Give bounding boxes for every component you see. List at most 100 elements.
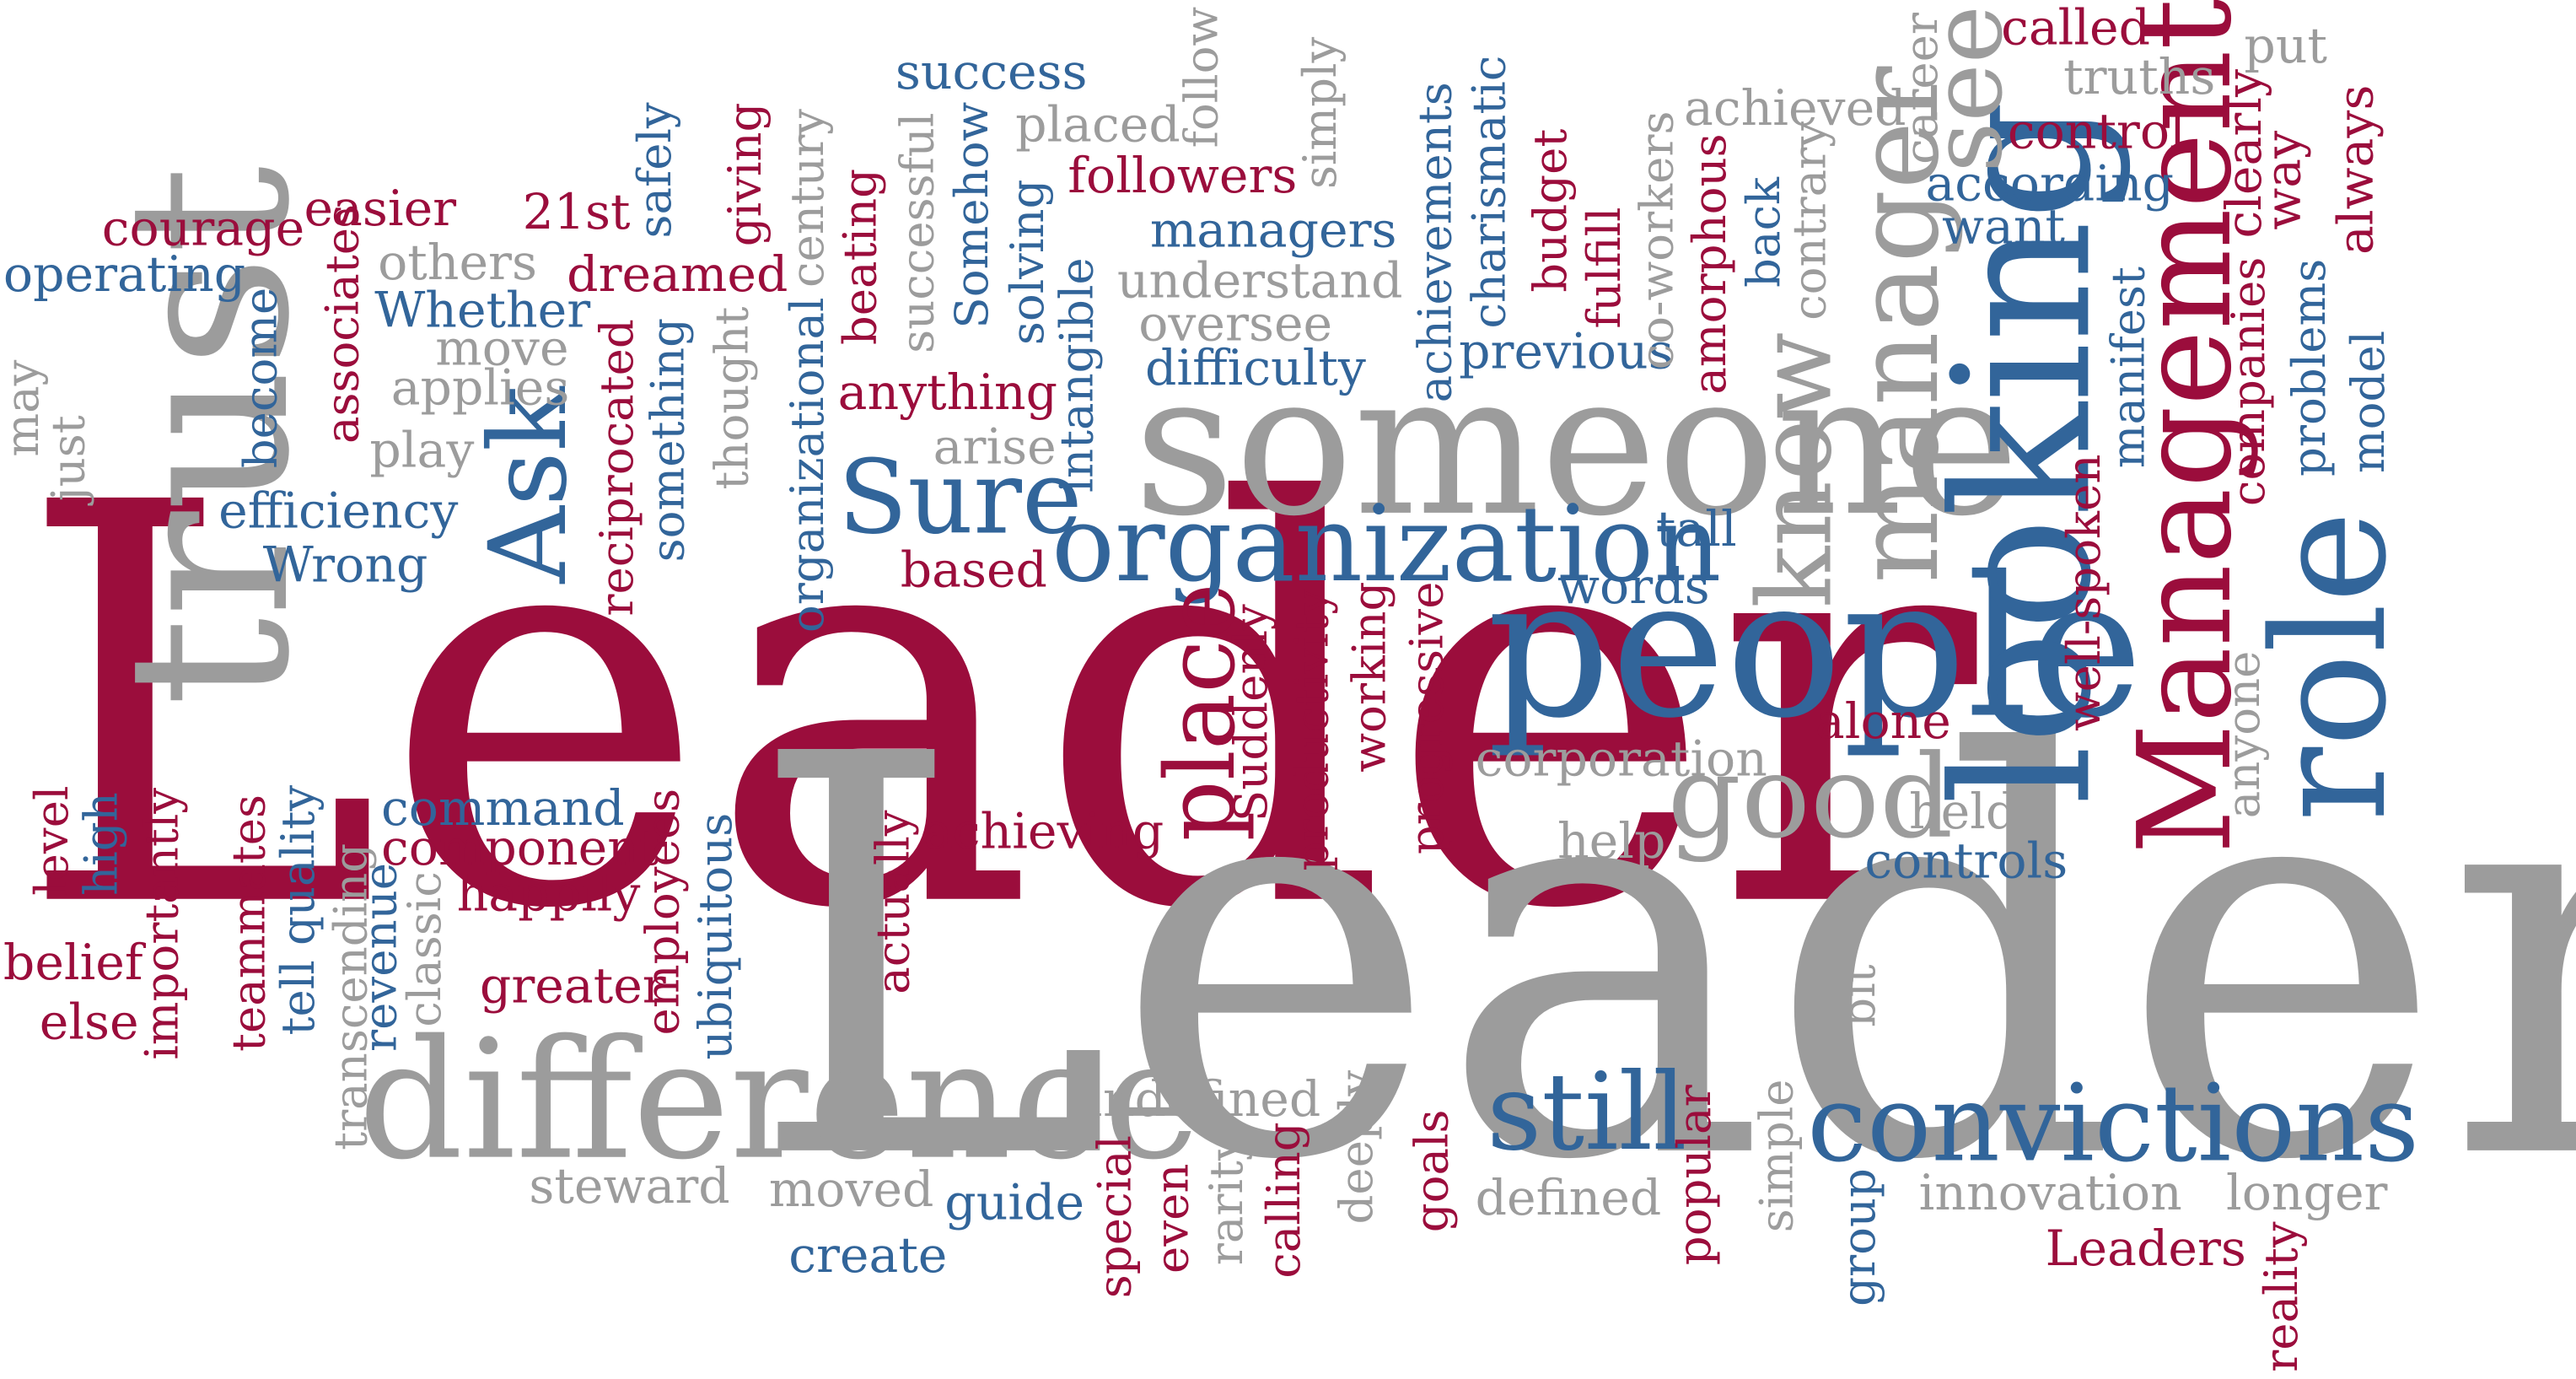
word-solving: solving — [1000, 179, 1055, 346]
word-anything: anything — [837, 364, 1058, 423]
word-successful: successful — [890, 112, 945, 353]
word-actually: actually — [865, 810, 921, 994]
word-called: called — [2001, 0, 2151, 58]
word-happily: happily — [456, 865, 641, 924]
word-amorphous: amorphous — [1682, 133, 1737, 395]
word-innovation: innovation — [1918, 1165, 2182, 1223]
word-success: success — [895, 44, 1088, 102]
word-thought: thought — [704, 306, 760, 490]
word-deeply: deeply — [1329, 1069, 1384, 1225]
word-progressive: progressive — [1399, 581, 1455, 855]
word-working: working — [1342, 581, 1397, 773]
word-steward: steward — [529, 1158, 730, 1216]
word-easier: easier — [304, 180, 457, 239]
word-truths: truths — [2063, 49, 2216, 107]
word-reciprocated: reciprocated — [589, 319, 644, 617]
word-rarity: rarity — [1199, 1134, 1254, 1266]
word-operating: operating — [3, 246, 246, 304]
word-popular: popular — [1667, 1085, 1722, 1266]
word-way: way — [2256, 130, 2314, 230]
word-else: else — [39, 994, 139, 1052]
word-achieving: achieving — [922, 803, 1164, 861]
word-corporation: corporation — [1475, 731, 1767, 789]
word-calling: calling — [1256, 1122, 1311, 1279]
word-somehow: Somehow — [944, 101, 999, 329]
word-reality: reality — [2254, 1221, 2309, 1372]
word-put: put — [2244, 18, 2328, 76]
word-teammates: teammates — [222, 794, 277, 1052]
word-level: level — [24, 785, 79, 896]
word-anyone: anyone — [2216, 650, 2271, 819]
word-know: know — [1734, 331, 1855, 608]
word-component: component — [381, 820, 659, 878]
word-even: even — [1144, 1163, 1200, 1274]
word-simply: simply — [1293, 36, 1347, 190]
word-intangible: intangible — [1049, 257, 1105, 493]
word-understand: understand — [1116, 253, 1403, 311]
word-based: based — [900, 541, 1047, 601]
word-bit: bit — [1831, 964, 1886, 1027]
word-charismatic: charismatic — [1462, 55, 1517, 329]
word-dreamed: dreamed — [567, 246, 788, 304]
word-play: play — [369, 422, 475, 480]
word-command: command — [381, 780, 625, 838]
word-sure: Sure — [837, 437, 1083, 558]
word-role: role — [2240, 510, 2422, 822]
word-wellspoken: well-spoken — [2057, 454, 2111, 732]
word-manifest: manifest — [2100, 267, 2156, 469]
word-control: control — [2007, 103, 2186, 161]
word-always: always — [2327, 84, 2385, 255]
word-companies: companies — [2221, 256, 2276, 507]
word-according: according — [1925, 156, 2175, 214]
word-high: high — [73, 792, 128, 896]
word-placed: placed — [1015, 96, 1180, 155]
word-beating: beating — [832, 168, 888, 346]
word-wrong: Wrong — [262, 537, 428, 595]
word-arise: arise — [933, 418, 1057, 477]
word-people: people — [1487, 534, 2143, 762]
word-tall: tall — [1655, 501, 1737, 559]
word-leader: Leader — [16, 389, 1977, 1031]
word-someone: someone — [1133, 331, 2019, 561]
word-tellquality: tell quality — [271, 784, 325, 1036]
word-special: special — [1087, 1134, 1143, 1299]
word-difference: difference — [358, 1004, 1201, 1197]
word-ubiquitous: ubiquitous — [688, 812, 743, 1060]
word-coworkers: co-workers — [1629, 110, 1685, 370]
word-alone: alone — [1815, 693, 1951, 751]
word-career: career — [1894, 13, 1949, 164]
word-suddenly: Suddenly — [1223, 604, 1278, 822]
word-may: may — [0, 359, 50, 457]
word-importantly: importantly — [134, 787, 190, 1060]
word-just: just — [40, 415, 96, 502]
word-budget: budget — [1523, 128, 1578, 293]
word-follow: follow — [1175, 6, 1229, 148]
word-something: something — [640, 317, 696, 563]
word-longer: longer — [2226, 1165, 2388, 1223]
word-difficulty: difficulty — [1144, 340, 1366, 398]
word-applies: applies — [390, 359, 570, 417]
word-others: others — [378, 234, 537, 293]
word-move: move — [435, 320, 569, 379]
word-followers: followers — [1068, 148, 1298, 206]
word-greater: greater — [479, 957, 666, 1016]
word-fulfill: fulfill — [1577, 207, 1632, 329]
word-giving: giving — [718, 102, 772, 247]
word-achieved: achieved — [1684, 80, 1906, 138]
word-create: create — [788, 1227, 948, 1285]
word-undefined: undefined — [1071, 1071, 1321, 1129]
word-classic: classic — [397, 871, 452, 1027]
word-organizational: organizational — [780, 297, 835, 633]
word-safely: safely — [627, 102, 682, 239]
word-defined: defined — [1475, 1170, 1662, 1228]
word-good: good — [1667, 730, 1954, 865]
word-oversee: oversee — [1138, 295, 1333, 353]
word-help: help — [1557, 813, 1666, 871]
word-whether: Whether — [374, 283, 591, 341]
word-belief: belief — [3, 935, 143, 993]
word-model: model — [2341, 330, 2396, 474]
word-want: want — [1941, 198, 2065, 256]
word-efficiency: efficiency — [218, 482, 459, 541]
word-moved: moved — [768, 1161, 934, 1220]
word-guide: guide — [944, 1175, 1085, 1233]
